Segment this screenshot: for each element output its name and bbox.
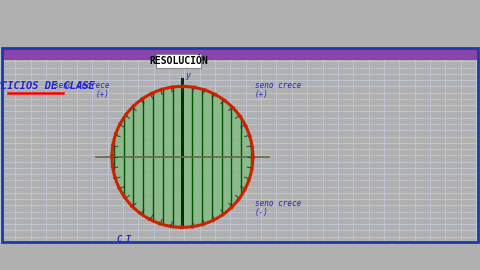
Text: (+): (+) <box>255 90 269 99</box>
Text: EJERCICIOS DE CLASE: EJERCICIOS DE CLASE <box>0 81 95 92</box>
Circle shape <box>112 86 253 227</box>
FancyBboxPatch shape <box>156 54 201 68</box>
Text: C.T: C.T <box>116 235 131 244</box>
Text: (-): (-) <box>255 208 269 217</box>
Text: y: y <box>185 70 191 80</box>
Text: seno decrece: seno decrece <box>54 81 110 90</box>
Text: RESOLUCIÓN: RESOLUCIÓN <box>149 56 208 66</box>
Bar <box>2 49 478 60</box>
Text: seno crece: seno crece <box>255 199 301 208</box>
Text: (+): (+) <box>96 90 110 99</box>
Text: seno crece: seno crece <box>255 81 301 90</box>
